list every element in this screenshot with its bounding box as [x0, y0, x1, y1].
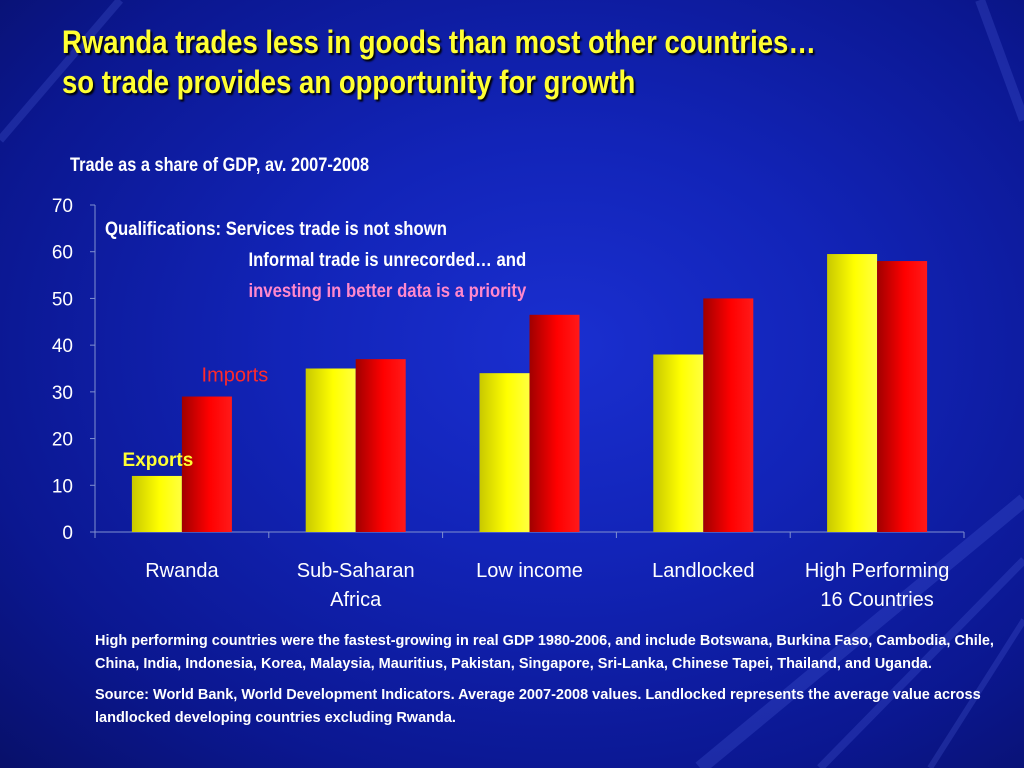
y-tick-label: 30: [52, 383, 73, 404]
imports-bar-0: [181, 396, 232, 532]
y-tick-label: 50: [52, 289, 73, 310]
exports-bar-1: [305, 368, 356, 532]
category-label: Africa: [330, 589, 382, 611]
category-label: 16 Countries: [820, 589, 933, 611]
exports-series-label: Exports: [123, 450, 194, 471]
y-tick-label: 70: [52, 196, 73, 217]
imports-bar-1: [355, 359, 406, 532]
exports-bar-3: [653, 354, 704, 532]
y-tick-label: 20: [52, 430, 73, 451]
qualifications-line1: Qualifications: Services trade is not sh…: [105, 219, 447, 240]
slide-title: Rwanda trades less in goods than most ot…: [62, 22, 870, 102]
qualifications-line2: Informal trade is unrecorded… and: [248, 250, 527, 271]
qualifications-line3: investing in better data is a priority: [248, 281, 527, 302]
category-label: Sub-Saharan: [297, 560, 415, 582]
qualifications-note: Qualifications: Services trade is not sh…: [105, 214, 526, 307]
y-tick-label: 10: [52, 476, 73, 497]
exports-bar-4: [827, 254, 878, 533]
y-tick-label: 60: [52, 243, 73, 264]
axis-layer: 0 10 20 30 40 50 60 70: [52, 196, 965, 544]
slide-title-line1: Rwanda trades less in goods than most ot…: [62, 24, 816, 60]
footnotes: High performing countries were the faste…: [95, 630, 995, 738]
chart-title: Trade as a share of GDP, av. 2007-2008: [70, 155, 370, 176]
imports-bar-3: [703, 298, 754, 532]
label-layer: Rwanda Sub-Saharan Africa Low income Landloc…: [123, 365, 950, 611]
slide-title-line2: so trade provides an opportunity for gro…: [62, 64, 636, 100]
exports-bar-0: [131, 475, 182, 532]
category-label: High Performing: [805, 560, 950, 582]
footnote-source: Source: World Bank, World Development In…: [95, 687, 981, 726]
imports-series-label: Imports: [202, 365, 269, 387]
y-tick-label: 0: [62, 523, 73, 544]
y-tick-label: 40: [52, 336, 73, 357]
category-label: Rwanda: [145, 560, 219, 582]
exports-bar-2: [479, 373, 530, 532]
footnote-high-performing: High performing countries were the faste…: [95, 633, 994, 672]
imports-bar-2: [529, 314, 580, 532]
bar-layer: [131, 254, 928, 533]
trade-bar-chart: 0 10 20 30 40 50 60 70 Rwanda Sub-Saharan Africa L…: [52, 196, 965, 611]
category-label: Low income: [476, 560, 583, 582]
imports-bar-4: [877, 261, 928, 532]
category-label: Landlocked: [652, 560, 754, 582]
